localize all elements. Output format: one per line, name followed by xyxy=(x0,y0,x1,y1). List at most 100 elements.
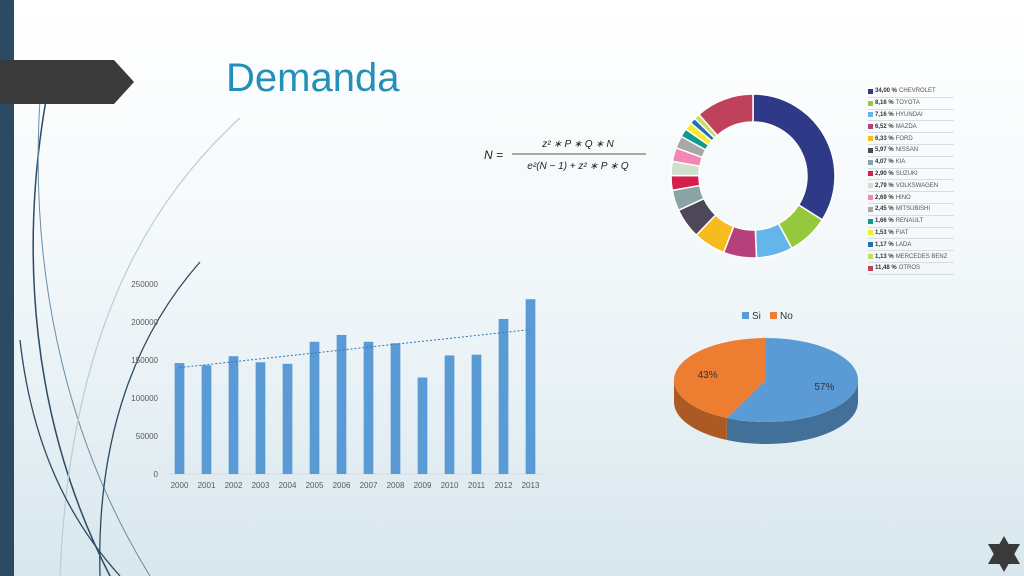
legend-value: 6,52 % xyxy=(875,123,894,130)
legend-label: VOLKSWAGEN xyxy=(895,182,939,189)
legend-value: 1,53 % xyxy=(875,229,894,236)
legend-item: 6,52 % MAZDA xyxy=(868,121,954,134)
pie-slice-side xyxy=(726,380,858,444)
legend-item: 8,16 % TOYOTA xyxy=(868,98,954,110)
legend-label: MITSUBISHI xyxy=(895,206,931,213)
decorative-curves xyxy=(19,99,241,576)
x-tick-label: 2003 xyxy=(252,481,270,490)
y-tick-label: 100000 xyxy=(131,394,158,403)
legend-label: Si xyxy=(752,311,761,322)
legend-item: 6,33 % FORD xyxy=(868,133,954,145)
legend-value: 34,00 % xyxy=(875,88,898,95)
legend-swatch xyxy=(868,206,873,212)
pie-data-label: 43% xyxy=(698,370,718,381)
pie-slice xyxy=(726,338,858,422)
legend-value: 1,66 % xyxy=(875,218,894,225)
si-no-pie-chart: Si No 57% 43% xyxy=(673,311,858,444)
x-tick-label: 2010 xyxy=(441,481,459,490)
x-tick-label: 2002 xyxy=(225,481,243,490)
brand-share-donut-chart xyxy=(670,93,836,259)
legend-value: 6,33 % xyxy=(875,135,894,142)
legend-value: 2,69 % xyxy=(875,194,894,201)
legend-label: MAZDA xyxy=(895,123,917,130)
legend-swatch xyxy=(868,171,873,177)
formula-numerator: z² ∗ P ∗ Q ∗ N xyxy=(541,139,614,150)
legend-item: 2,79 % VOLKSWAGEN xyxy=(868,180,954,193)
y-tick-label: 0 xyxy=(154,470,159,479)
legend-item: 2,69 % HINO xyxy=(868,192,954,204)
legend-swatch xyxy=(868,254,873,260)
legend-item: 1,66 % RENAULT xyxy=(868,216,954,228)
legend-swatch xyxy=(742,312,749,319)
annual-demand-bar-chart: 0 50000 100000 150000 200000 250000 2000 2001 20… xyxy=(131,280,544,490)
legend-swatch xyxy=(770,312,777,319)
legend-swatch xyxy=(868,230,873,236)
bar xyxy=(282,363,293,474)
legend-item: 34,00 % CHEVROLET xyxy=(868,86,954,98)
bar xyxy=(498,318,509,474)
bar xyxy=(444,355,455,474)
bar xyxy=(417,377,428,474)
bar xyxy=(390,343,401,474)
bar xyxy=(471,354,482,474)
legend-swatch xyxy=(868,195,873,201)
legend-value: 1,13 % xyxy=(875,253,894,260)
legend-swatch xyxy=(868,159,873,165)
bar xyxy=(336,334,347,474)
legend-swatch xyxy=(868,265,873,271)
legend-item: 7,16 % HYUNDAI xyxy=(868,110,954,122)
legend-swatch xyxy=(868,242,873,248)
star-of-david-icon xyxy=(988,536,1020,572)
bar xyxy=(525,299,536,474)
left-accent-band xyxy=(0,0,14,576)
legend-label: CHEVROLET xyxy=(899,88,936,95)
legend-swatch xyxy=(868,112,873,118)
legend-item: 2,90 % SUZUKI xyxy=(868,169,954,181)
legend-value: 5,97 % xyxy=(875,147,894,154)
y-tick-label: 150000 xyxy=(131,356,158,365)
legend-value: 8,16 % xyxy=(875,100,894,107)
formula-denominator: e²(N − 1) + z² ∗ P ∗ Q xyxy=(527,161,629,172)
legend-value: 2,90 % xyxy=(875,170,894,177)
legend-value: 4,07 % xyxy=(875,159,894,166)
legend-value: 2,79 % xyxy=(875,182,894,189)
donut-slice xyxy=(752,93,836,221)
legend-swatch xyxy=(868,183,873,189)
legend-label: KIA xyxy=(895,159,906,166)
legend-label: RENAULT xyxy=(895,218,924,225)
legend-value: 2,45 % xyxy=(875,206,894,213)
legend-item: 1,17 % LADA xyxy=(868,239,954,252)
y-tick-label: 250000 xyxy=(131,280,158,289)
legend-label: HYUNDAI xyxy=(895,111,923,118)
formula-lhs: N = xyxy=(484,148,503,162)
x-tick-label: 2008 xyxy=(387,481,405,490)
x-tick-label: 2007 xyxy=(360,481,378,490)
legend-label: LADA xyxy=(895,241,912,248)
x-tick-label: 2009 xyxy=(414,481,432,490)
legend-value: 1,17 % xyxy=(875,241,894,248)
legend-swatch xyxy=(868,218,873,224)
x-tick-label: 2013 xyxy=(522,481,540,490)
legend-label: MERCEDES BENZ xyxy=(895,253,948,260)
legend-label: TOYOTA xyxy=(895,100,920,107)
sample-size-formula: N = z² ∗ P ∗ Q ∗ N e²(N − 1) + z² ∗ P ∗ … xyxy=(484,139,646,172)
legend-swatch xyxy=(868,136,873,142)
legend-label: NISSAN xyxy=(895,147,919,154)
x-tick-label: 2012 xyxy=(495,481,513,490)
legend-item: 2,45 % MITSUBISHI xyxy=(868,204,954,216)
legend-swatch xyxy=(868,100,873,106)
bar xyxy=(174,363,185,474)
legend-label: No xyxy=(780,311,793,322)
legend-value: 7,16 % xyxy=(875,111,894,118)
legend-swatch xyxy=(868,147,873,153)
legend-label: SUZUKI xyxy=(895,170,918,177)
legend-label: OTROS xyxy=(898,265,921,272)
x-tick-label: 2006 xyxy=(333,481,351,490)
brand-share-legend: 34,00 % CHEVROLET 8,16 % TOYOTA 7,16 % HYUNDA… xyxy=(868,86,954,275)
legend-item: 4,07 % KIA xyxy=(868,157,954,169)
bar xyxy=(201,365,212,474)
page-title: Demanda xyxy=(226,56,400,100)
y-tick-label: 200000 xyxy=(131,318,158,327)
x-tick-label: 2011 xyxy=(468,481,486,490)
y-tick-label: 50000 xyxy=(136,432,159,441)
